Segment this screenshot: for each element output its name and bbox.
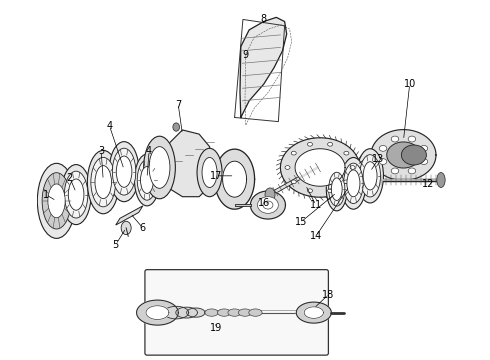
Ellipse shape [328, 189, 333, 193]
Ellipse shape [68, 179, 84, 210]
Ellipse shape [249, 309, 262, 316]
Ellipse shape [263, 201, 273, 209]
Polygon shape [304, 307, 323, 318]
Ellipse shape [328, 143, 333, 146]
Ellipse shape [141, 167, 153, 193]
Text: 10: 10 [404, 79, 416, 89]
Ellipse shape [341, 157, 366, 209]
Ellipse shape [350, 166, 355, 169]
Text: 2: 2 [67, 173, 73, 183]
Text: 7: 7 [175, 100, 181, 110]
Text: 11: 11 [310, 200, 322, 210]
Ellipse shape [149, 147, 170, 188]
Ellipse shape [391, 136, 399, 142]
Polygon shape [371, 130, 436, 180]
Ellipse shape [48, 184, 65, 218]
Polygon shape [215, 149, 255, 209]
Polygon shape [387, 142, 420, 168]
Ellipse shape [116, 156, 132, 187]
Polygon shape [116, 206, 143, 225]
Text: 3: 3 [98, 146, 104, 156]
Ellipse shape [37, 163, 75, 238]
Ellipse shape [343, 163, 363, 203]
Ellipse shape [331, 178, 342, 201]
Text: 17: 17 [210, 171, 222, 181]
Polygon shape [164, 306, 189, 319]
Ellipse shape [137, 160, 157, 200]
Polygon shape [187, 308, 205, 317]
Polygon shape [295, 149, 345, 186]
Ellipse shape [238, 309, 252, 316]
Polygon shape [240, 17, 287, 117]
Ellipse shape [308, 143, 313, 146]
Ellipse shape [205, 309, 219, 316]
Text: 8: 8 [261, 14, 267, 24]
Ellipse shape [258, 197, 278, 213]
Ellipse shape [357, 149, 384, 203]
Ellipse shape [265, 188, 275, 201]
Polygon shape [146, 306, 169, 319]
Text: 13: 13 [372, 154, 385, 164]
Text: 1: 1 [43, 190, 49, 199]
Polygon shape [137, 300, 178, 325]
Text: 9: 9 [242, 50, 248, 60]
Ellipse shape [308, 189, 313, 193]
Ellipse shape [401, 145, 426, 165]
Ellipse shape [202, 157, 217, 188]
Ellipse shape [437, 172, 445, 188]
Text: 16: 16 [258, 198, 270, 208]
Ellipse shape [363, 162, 377, 190]
Ellipse shape [408, 136, 416, 142]
Ellipse shape [291, 180, 296, 184]
Polygon shape [176, 307, 197, 318]
Ellipse shape [228, 309, 241, 316]
Polygon shape [250, 191, 286, 219]
Ellipse shape [391, 168, 399, 174]
FancyBboxPatch shape [145, 270, 328, 355]
Text: 18: 18 [322, 290, 335, 300]
Ellipse shape [329, 172, 345, 206]
Ellipse shape [112, 148, 136, 195]
Ellipse shape [109, 141, 139, 202]
Ellipse shape [420, 145, 428, 151]
Text: 4: 4 [106, 121, 113, 131]
Ellipse shape [61, 165, 91, 225]
Ellipse shape [218, 309, 231, 316]
Polygon shape [160, 130, 212, 197]
Ellipse shape [144, 136, 175, 199]
Ellipse shape [360, 155, 381, 197]
Ellipse shape [134, 154, 160, 206]
Ellipse shape [121, 221, 131, 235]
Ellipse shape [408, 168, 416, 174]
Ellipse shape [379, 145, 387, 151]
Text: 6: 6 [140, 223, 146, 233]
Ellipse shape [344, 151, 349, 155]
Text: 14: 14 [310, 231, 322, 241]
Ellipse shape [87, 150, 119, 214]
Ellipse shape [197, 148, 222, 197]
Ellipse shape [420, 159, 428, 165]
Ellipse shape [95, 166, 111, 199]
Ellipse shape [42, 173, 71, 229]
Polygon shape [280, 138, 360, 197]
Text: 5: 5 [113, 240, 119, 249]
Ellipse shape [173, 123, 179, 131]
Text: 4: 4 [146, 146, 152, 156]
Text: 12: 12 [422, 179, 435, 189]
Polygon shape [296, 302, 331, 323]
Ellipse shape [285, 166, 290, 169]
Ellipse shape [347, 170, 360, 197]
Text: 15: 15 [295, 217, 308, 227]
Ellipse shape [379, 159, 387, 165]
Ellipse shape [291, 151, 296, 155]
Ellipse shape [326, 167, 347, 211]
Ellipse shape [344, 180, 349, 184]
Polygon shape [222, 161, 246, 197]
Text: 19: 19 [210, 323, 222, 333]
Ellipse shape [91, 157, 116, 207]
Ellipse shape [64, 171, 88, 218]
